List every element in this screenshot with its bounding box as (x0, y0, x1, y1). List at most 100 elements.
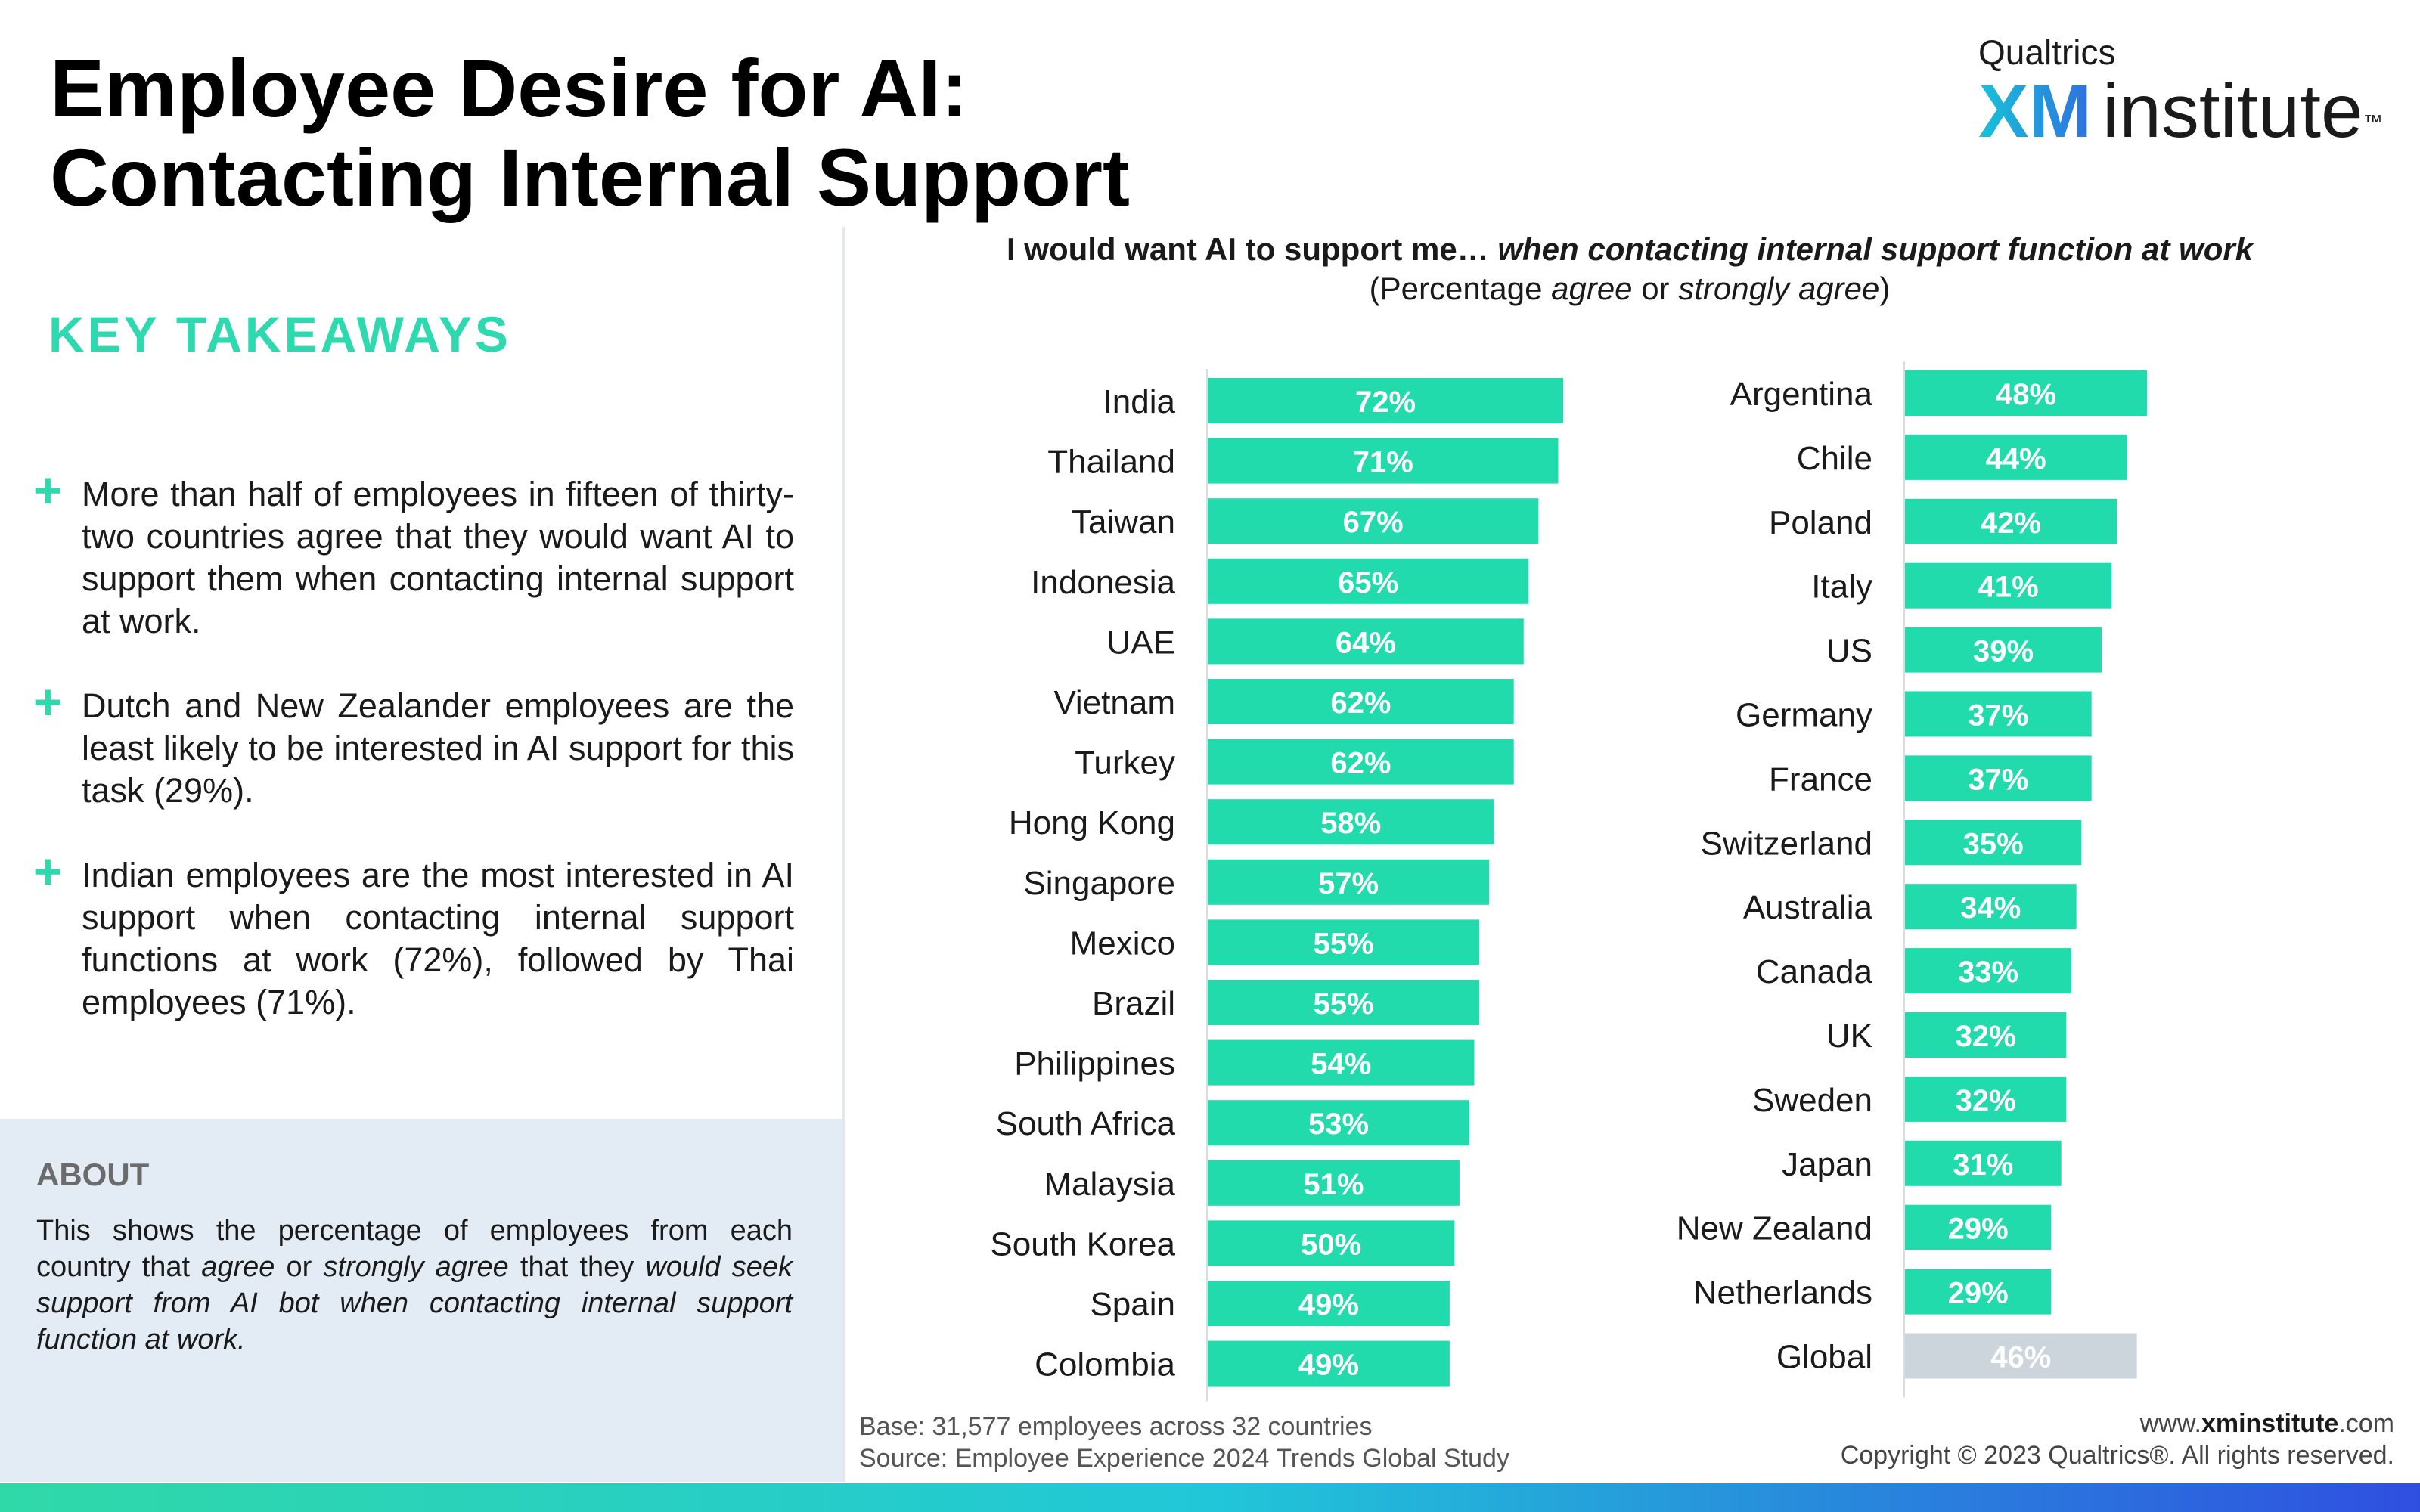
bar-india (1208, 378, 1563, 423)
category-label: Indonesia (1031, 564, 1175, 601)
data-label: 42% (1981, 507, 2041, 540)
data-label: 54% (1311, 1048, 1371, 1081)
copyright-text: Copyright © 2023 Qualtrics®. All rights … (1840, 1441, 2394, 1470)
bar-south-africa (1208, 1100, 1469, 1146)
data-label: 46% (1990, 1341, 2051, 1374)
bar-poland (1905, 498, 2117, 544)
bar-france (1905, 755, 2092, 801)
data-label: 44% (1986, 442, 2046, 476)
bar-uae (1208, 618, 1524, 665)
website-link[interactable]: www.xminstitute.com (1841, 1408, 2394, 1439)
takeaways-list: + More than half of employees in fifteen… (33, 462, 794, 1066)
footer-notes: Base: 31,577 employees across 32 countri… (859, 1411, 1509, 1474)
bar-switzerland (1905, 820, 2082, 866)
source-note: Source: Employee Experience 2024 Trends … (859, 1444, 1509, 1473)
category-label: Sweden (1752, 1082, 1872, 1119)
about-text-agree: agree (201, 1251, 275, 1283)
category-label: Germany (1736, 697, 1872, 734)
category-label: Chile (1797, 440, 1872, 477)
chart-subtitle-agree: agree (1551, 271, 1633, 306)
about-text: This shows the percentage of employees f… (36, 1213, 793, 1358)
category-label: Netherlands (1693, 1275, 1872, 1312)
data-label: 71% (1353, 446, 1413, 479)
category-label: Japan (1782, 1146, 1872, 1183)
about-text-italic: would seek support from AI bot when cont… (36, 1251, 793, 1356)
data-label: 49% (1298, 1288, 1359, 1321)
chart-subtitle-part: ) (1879, 271, 1891, 306)
category-label: India (1103, 383, 1176, 420)
takeaway-item: + More than half of employees in fifteen… (33, 462, 794, 643)
category-label: Spain (1090, 1286, 1175, 1323)
about-panel (0, 1119, 842, 1482)
data-label: 62% (1330, 686, 1391, 720)
bar-sweden (1905, 1076, 2067, 1122)
takeaway-text: Indian employees are the most interested… (82, 856, 794, 1021)
category-label: Canada (1756, 953, 1873, 990)
data-label: 64% (1336, 626, 1396, 659)
data-label: 33% (1958, 956, 2018, 989)
category-label: Thailand (1047, 444, 1175, 481)
footer-credits: www.xminstitute.com Copyright © 2023 Qua… (1841, 1408, 2394, 1471)
bar-philippines (1208, 1040, 1475, 1086)
chart-subtitle-part: or (1632, 271, 1679, 306)
data-label: 53% (1308, 1108, 1369, 1141)
data-label: 32% (1956, 1020, 2016, 1053)
category-label: Brazil (1092, 985, 1175, 1022)
chart-title: I would want AI to support me… when cont… (870, 231, 2390, 268)
logo-trademark: ™ (2363, 110, 2383, 133)
bar-japan (1905, 1140, 2062, 1186)
data-label: 29% (1948, 1277, 2009, 1310)
category-label: UK (1826, 1018, 1872, 1055)
data-label: 72% (1355, 386, 1416, 419)
bar-indonesia (1208, 558, 1529, 604)
page-title: Employee Desire for AI: Contacting Inter… (50, 42, 1130, 223)
data-label: 62% (1330, 747, 1391, 780)
data-label: 37% (1968, 699, 2028, 733)
category-label: Australia (1743, 889, 1873, 926)
chart-subtitle: (Percentage agree or strongly agree) (870, 271, 2390, 307)
bar-vietnam (1208, 679, 1514, 724)
data-label: 35% (1963, 827, 2024, 860)
data-label: 58% (1320, 807, 1381, 840)
bar-hong-kong (1208, 799, 1494, 845)
data-label: 34% (1960, 891, 2021, 925)
category-label: Switzerland (1701, 825, 1872, 862)
takeaway-item: + Indian employees are the most interest… (33, 843, 794, 1024)
logo-xm: XM (1978, 69, 2092, 153)
panel-divider (842, 227, 845, 1482)
bar-taiwan (1208, 498, 1539, 544)
data-label: 55% (1313, 927, 1373, 960)
category-label: Colombia (1035, 1346, 1175, 1383)
data-label: 51% (1303, 1168, 1364, 1201)
data-label: 41% (1978, 571, 2039, 604)
data-label: 57% (1318, 867, 1379, 900)
category-label: Singapore (1023, 865, 1175, 902)
category-label: South Africa (996, 1105, 1176, 1142)
takeaway-text: Dutch and New Zealander employees are th… (82, 686, 794, 810)
category-label: Mexico (1070, 925, 1175, 962)
bar-global (1905, 1333, 2137, 1379)
bar-canada (1905, 948, 2071, 994)
bar-uk (1905, 1012, 2067, 1058)
data-label: 37% (1968, 763, 2028, 796)
bar-australia (1905, 884, 2077, 930)
category-label: Italy (1811, 569, 1872, 606)
data-label: 67% (1343, 506, 1404, 539)
category-label: Philippines (1014, 1046, 1175, 1083)
category-label: France (1769, 761, 1872, 798)
base-note: Base: 31,577 employees across 32 countri… (859, 1412, 1373, 1441)
category-label: Argentina (1730, 376, 1873, 413)
bar-netherlands (1905, 1269, 2052, 1315)
data-label: 39% (1973, 635, 2034, 668)
bar-malaysia (1208, 1160, 1460, 1206)
category-label: US (1826, 633, 1872, 670)
xm-institute-logo: XM institute™ (1978, 70, 2383, 153)
logo-institute: institute (2102, 69, 2363, 153)
data-label: 31% (1953, 1148, 2013, 1182)
category-label: Global (1776, 1339, 1872, 1376)
about-text-part: that they (508, 1251, 646, 1283)
website-name: xminstitute (2201, 1409, 2339, 1438)
data-label: 50% (1301, 1228, 1361, 1261)
data-label: 49% (1298, 1349, 1359, 1382)
data-label: 48% (1996, 378, 2056, 411)
